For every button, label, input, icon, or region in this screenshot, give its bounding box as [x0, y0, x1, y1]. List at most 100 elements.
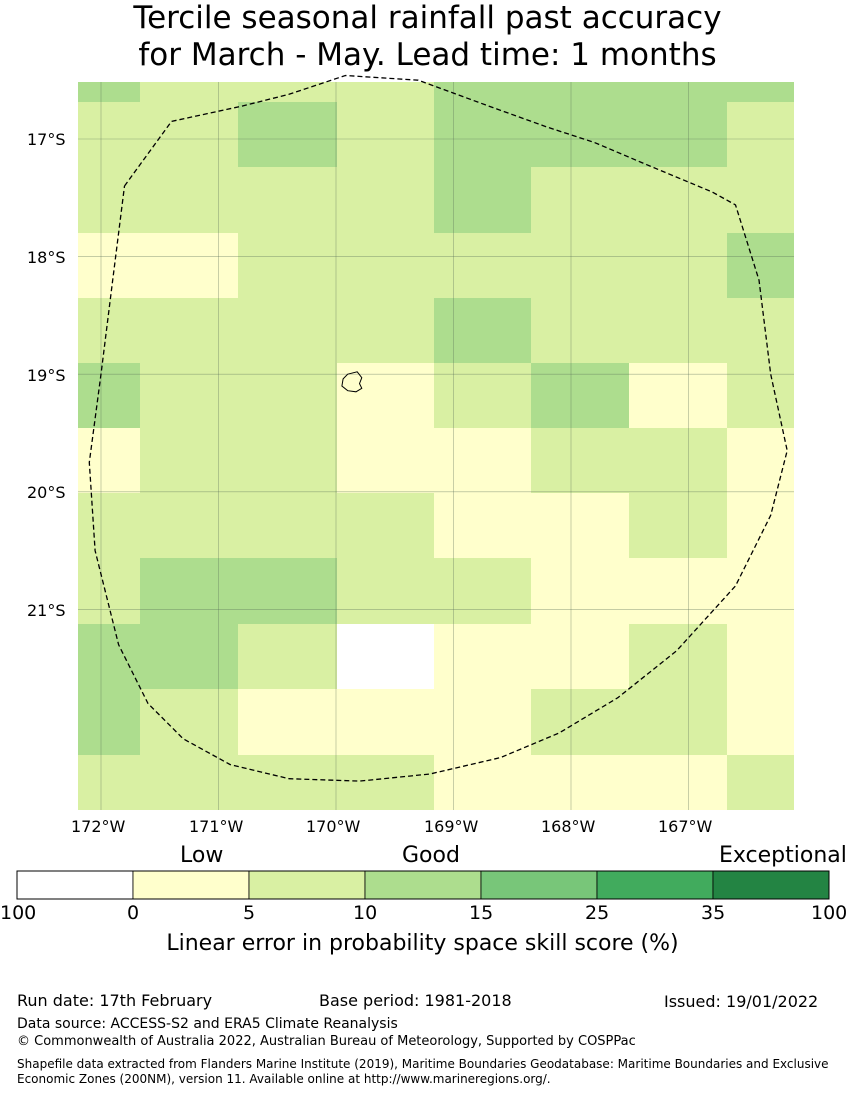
lon-label-167w: 167°W: [658, 817, 713, 836]
grid-cell: [531, 363, 629, 428]
grid-cell: [629, 558, 727, 624]
lat-label-17s: 17°S: [27, 130, 66, 149]
grid-cell: [629, 755, 727, 810]
grid-cell: [140, 558, 238, 624]
grid-cell: [531, 102, 629, 167]
grid-cell: [531, 689, 629, 755]
grid-cell: [140, 493, 238, 558]
colorbar-swatch: [480, 870, 598, 900]
grid-cell: [78, 624, 140, 689]
colorbar-tick: 15: [469, 902, 494, 924]
grid-cell: [78, 755, 140, 810]
grid-cell: [238, 558, 337, 624]
grid-cell: [629, 493, 727, 558]
grid-cell: [531, 167, 629, 233]
grid-cell: [531, 558, 629, 624]
grid-cell: [727, 689, 794, 755]
title-line-1: Tercile seasonal rainfall past accuracy: [133, 0, 722, 36]
grid-cell: [629, 102, 727, 167]
run-date: Run date: 17th February: [17, 991, 213, 1010]
grid-cell: [238, 233, 337, 298]
grid-cell: [337, 558, 434, 624]
lon-label-171w: 171°W: [189, 817, 244, 836]
grid-cell: [337, 624, 434, 689]
colorbar-tick: 10: [353, 902, 378, 924]
colorbar-swatch: [16, 870, 134, 900]
grid-cell: [434, 298, 531, 363]
colorbar-tick: 5: [243, 902, 256, 924]
colorbar-exceptional-label: Exceptional: [719, 843, 847, 868]
grid-cell: [78, 428, 140, 493]
grid-cell: [238, 493, 337, 558]
data-source: Data source: ACCESS-S2 and ERA5 Climate …: [17, 1016, 398, 1032]
grid-cell: [629, 624, 727, 689]
grid-cell: [140, 167, 238, 233]
title-line-2: for March - May. Lead time: 1 months: [138, 37, 717, 73]
grid-cell: [727, 428, 794, 493]
grid-cell: [78, 298, 140, 363]
grid-cell: [337, 755, 434, 810]
grid-cell: [434, 82, 531, 102]
colorbar-frame: [16, 870, 830, 900]
lat-label-21s: 21°S: [27, 601, 66, 620]
grid-cell: [78, 233, 140, 298]
grid-cell: [434, 102, 531, 167]
grid-cell: [238, 102, 337, 167]
grid-cell: [727, 167, 794, 233]
grid-cell: [727, 102, 794, 167]
grid-cell: [337, 689, 434, 755]
grid-cell: [337, 233, 434, 298]
grid-cell: [727, 82, 794, 102]
grid-cell: [140, 624, 238, 689]
grid-cell: [727, 363, 794, 428]
lon-label-168w: 168°W: [541, 817, 596, 836]
colorbar-swatch: [712, 870, 830, 900]
grid-cell: [78, 363, 140, 428]
grid-cell: [727, 624, 794, 689]
grid-cell: [531, 755, 629, 810]
grid-cell: [434, 558, 531, 624]
chart-title: Tercile seasonal rainfall past accuracy …: [0, 0, 855, 74]
grid-cell: [434, 493, 531, 558]
grid-cell: [434, 363, 531, 428]
grid-cell: [238, 624, 337, 689]
lon-label-172w: 172°W: [71, 817, 126, 836]
grid-cell: [140, 428, 238, 493]
grid-cell: [78, 82, 140, 102]
shapefile-credit: Shapefile data extracted from Flanders M…: [17, 1057, 829, 1086]
colorbar: [16, 870, 830, 900]
grid-cell: [629, 428, 727, 493]
grid-cell: [727, 558, 794, 624]
grid-cell: [140, 363, 238, 428]
grid-cell: [337, 82, 434, 102]
grid-cell: [140, 233, 238, 298]
niue-island-outline: [341, 371, 363, 393]
copyright: © Commonwealth of Australia 2022, Austra…: [17, 1034, 636, 1049]
grid-cell: [238, 82, 337, 102]
grid-cell: [78, 689, 140, 755]
grid-cell: [337, 428, 434, 493]
grid-cell: [531, 233, 629, 298]
grid-cell: [238, 755, 337, 810]
eez-boundary-line: [88, 74, 788, 782]
grid-cell: [337, 298, 434, 363]
grid-cell: [434, 167, 531, 233]
colorbar-tick: 0: [127, 902, 140, 924]
grid-cell: [629, 363, 727, 428]
colorbar-tick: 100: [811, 902, 848, 924]
grid-cell: [727, 755, 794, 810]
grid-cell: [337, 363, 434, 428]
lat-label-19s: 19°S: [27, 366, 66, 385]
grid-cell: [629, 689, 727, 755]
grid-cell: [337, 102, 434, 167]
grid-cell: [531, 624, 629, 689]
grid-cell: [140, 82, 238, 102]
grid-cell: [629, 82, 727, 102]
lat-label-20s: 20°S: [27, 483, 66, 502]
grid-cell: [434, 233, 531, 298]
grid-cell: [140, 689, 238, 755]
lat-lon-gridlines: [78, 82, 794, 810]
grid-cell: [238, 363, 337, 428]
grid-cell: [434, 624, 531, 689]
